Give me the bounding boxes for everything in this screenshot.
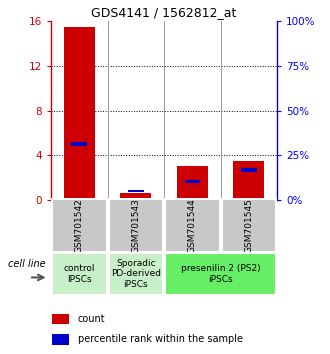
Bar	[52, 199, 107, 252]
Bar	[52, 334, 69, 345]
Title: GDS4141 / 1562812_at: GDS4141 / 1562812_at	[91, 6, 237, 19]
Bar	[233, 161, 264, 200]
Text: GSM701542: GSM701542	[75, 198, 84, 253]
Bar	[109, 199, 163, 252]
Bar	[109, 253, 163, 295]
Text: presenilin 2 (PS2)
iPSCs: presenilin 2 (PS2) iPSCs	[181, 264, 260, 284]
Text: control
IPSCs: control IPSCs	[64, 264, 95, 284]
Bar	[52, 314, 69, 324]
Bar	[165, 253, 276, 295]
Bar	[120, 193, 151, 200]
Bar	[64, 27, 95, 200]
Text: percentile rank within the sample: percentile rank within the sample	[78, 335, 243, 344]
Bar	[72, 142, 87, 147]
Text: GSM701545: GSM701545	[245, 198, 253, 253]
Bar	[221, 199, 276, 252]
Text: GSM701543: GSM701543	[131, 198, 141, 253]
Bar	[128, 190, 144, 192]
Bar	[184, 179, 200, 183]
Bar	[165, 199, 220, 252]
Text: GSM701544: GSM701544	[188, 198, 197, 253]
Text: cell line: cell line	[8, 259, 46, 269]
Bar	[241, 168, 257, 172]
Bar	[52, 253, 107, 295]
Bar	[177, 166, 208, 200]
Text: count: count	[78, 314, 105, 324]
Text: Sporadic
PD-derived
iPSCs: Sporadic PD-derived iPSCs	[111, 259, 161, 289]
